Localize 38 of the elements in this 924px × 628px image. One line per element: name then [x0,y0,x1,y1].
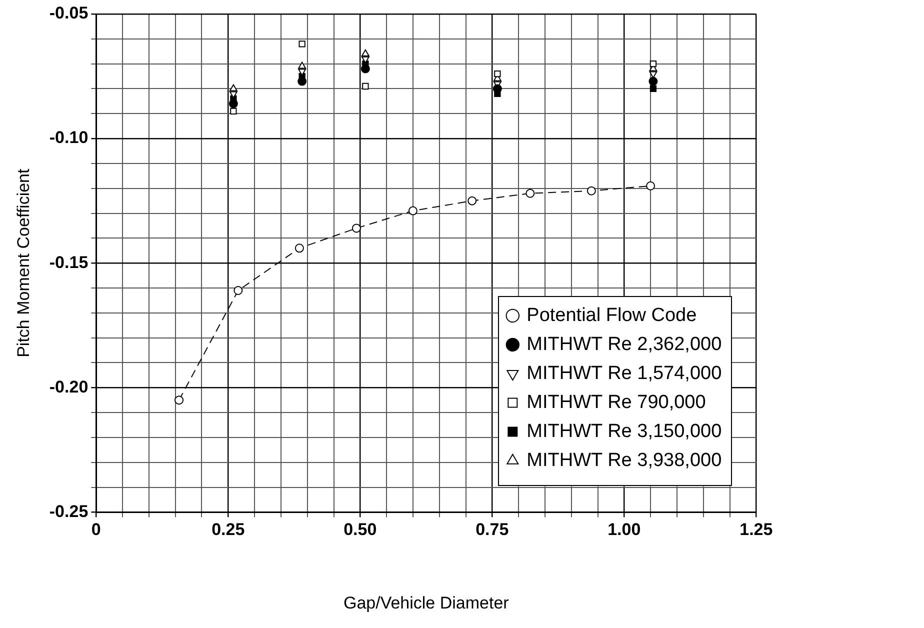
point [650,60,657,68]
point [408,206,418,216]
y-tick-label: -0.25 [49,502,88,521]
point [234,286,243,295]
point [352,224,361,233]
point [646,181,656,190]
y-tick-label: -0.15 [49,252,88,272]
legend-label: Potential Flow Code [526,304,697,326]
point [229,84,238,92]
legend-label: MITHWT Re 3,150,000 [526,420,722,442]
x-tick-label: 1.00 [608,520,641,540]
x-tick-label: 1.25 [740,520,773,540]
y-tick-label: -0.10 [49,128,88,148]
point [648,76,658,86]
legend-label: MITHWT Re 2,362,000 [526,334,722,355]
legend-label: MITHWT Re 3,938,000 [526,450,722,471]
y-axis-title: Pitch Moment Coefficient [14,168,33,358]
x-axis-title: Gap/Vehicle Diameter [343,593,510,612]
legend-label: MITHWT Re 790,000 [526,392,706,413]
point [586,186,596,196]
x-tick-label: 0.25 [212,520,245,540]
point [468,196,477,206]
point [298,62,306,69]
x-tick-label: 0.75 [476,520,509,540]
x-tick-label: 0.50 [344,520,377,540]
legend-label: MITHWT Re 1,574,000 [526,362,722,384]
point [362,82,369,90]
point [230,108,237,114]
point [174,396,184,405]
point [494,70,501,78]
point [526,188,535,198]
y-tick-label: -0.20 [49,377,88,396]
point [361,49,370,56]
point [298,40,306,48]
y-tick-label: -0.05 [49,4,88,23]
point [294,244,304,253]
x-tick-label: 0 [91,520,101,540]
point [650,85,657,92]
